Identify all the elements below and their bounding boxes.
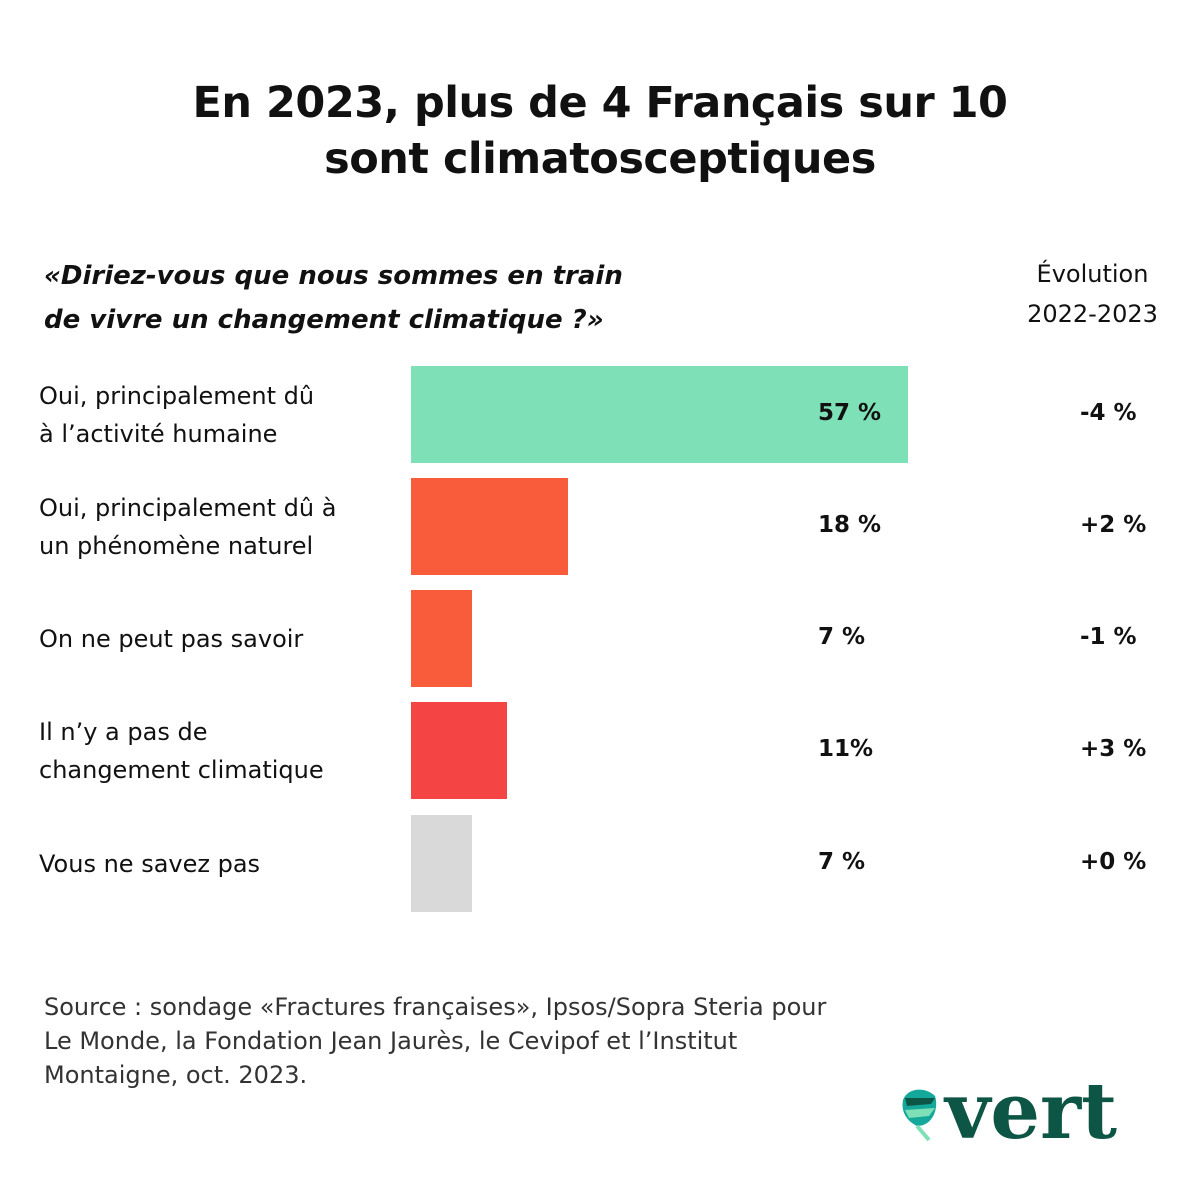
evolution-label: +0 %: [1080, 848, 1147, 875]
value-label: 7 %: [818, 848, 866, 875]
evolution-label: +3 %: [1080, 735, 1147, 762]
category-label-line: un phénomène naturel: [39, 531, 314, 560]
source-line: Le Monde, la Fondation Jean Jaurès, le C…: [44, 1027, 738, 1055]
category-label: On ne peut pas savoir: [39, 620, 409, 658]
value-label: 7 %: [818, 623, 866, 650]
survey-question: «Diriez-vous que nous sommes en train de…: [44, 254, 744, 342]
logo-text: vert: [943, 1068, 1117, 1148]
question-line: «Diriez-vous que nous sommes en train: [44, 261, 623, 291]
value-label: 57 %: [818, 399, 882, 426]
category-label-line: Il n’y a pas de: [39, 717, 208, 746]
title-line: sont climatosceptiques: [324, 134, 876, 184]
vert-logo: vert: [895, 1066, 1155, 1157]
category-label-line: changement climatique: [39, 755, 324, 784]
category-label: Il n’y a pas de changement climatique: [39, 713, 409, 789]
question-line: de vivre un changement climatique ?»: [44, 305, 604, 335]
category-label-line: Vous ne savez pas: [39, 849, 261, 878]
category-label: Oui, principalement dû à l’activité humai…: [39, 377, 409, 453]
source-line: Source : sondage «Fractures françaises»,…: [44, 993, 827, 1021]
evolution-header: Évolution 2022-2023: [1010, 254, 1175, 334]
value-label: 18 %: [818, 511, 882, 538]
value-label: 11%: [818, 735, 874, 762]
evolution-header-line: Évolution: [1036, 260, 1149, 288]
bar: [411, 702, 507, 799]
bar: [411, 590, 473, 687]
source-note: Source : sondage «Fractures françaises»,…: [44, 990, 964, 1092]
evolution-label: -1 %: [1080, 623, 1137, 650]
category-label-line: à l’activité humaine: [39, 419, 278, 448]
category-label: Oui, principalement dû à un phénomène nat…: [39, 489, 409, 565]
chart-title: En 2023, plus de 4 Français sur 10 sont …: [0, 75, 1200, 187]
evolution-label: +2 %: [1080, 511, 1147, 538]
category-label-line: Oui, principalement dû: [39, 381, 315, 410]
evolution-label: -4 %: [1080, 399, 1137, 426]
leaf-icon: [902, 1089, 937, 1142]
bar: [411, 366, 908, 463]
source-line: Montaigne, oct. 2023.: [44, 1061, 308, 1089]
bar: [411, 478, 568, 575]
category-label: Vous ne savez pas: [39, 845, 409, 883]
bar: [411, 815, 473, 912]
title-line: En 2023, plus de 4 Français sur 10: [192, 78, 1008, 128]
category-label-line: On ne peut pas savoir: [39, 624, 304, 653]
evolution-header-line: 2022-2023: [1027, 300, 1158, 328]
category-label-line: Oui, principalement dû à: [39, 493, 337, 522]
